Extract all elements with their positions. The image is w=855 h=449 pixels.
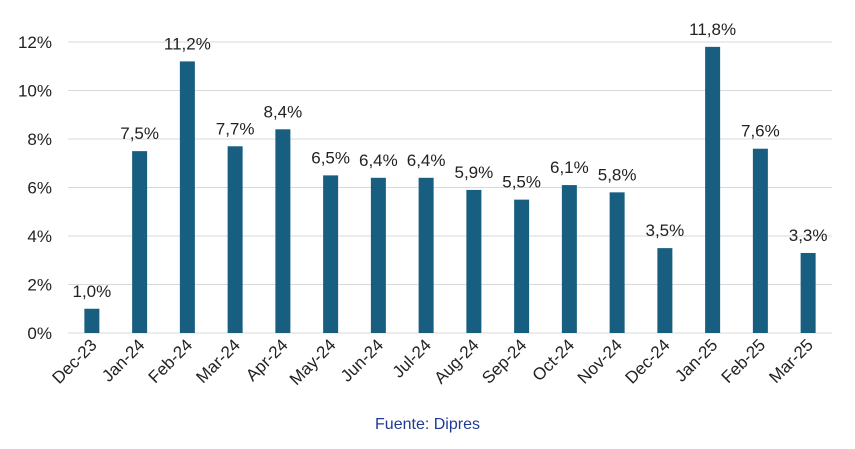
bars bbox=[84, 46, 816, 334]
y-axis-tick-labels: 0% 2% 4% 6% 8% 10% 12% bbox=[18, 33, 52, 343]
y-tick-label: 12% bbox=[18, 33, 52, 52]
x-tick-label: Oct-24 bbox=[529, 335, 579, 385]
data-label: 7,7% bbox=[216, 119, 255, 138]
source-note: Fuente: Dipres bbox=[375, 416, 480, 433]
bar bbox=[84, 308, 100, 333]
x-tick-label: Jan-25 bbox=[671, 335, 721, 385]
x-tick-label: Aug-24 bbox=[430, 335, 482, 387]
y-tick-label: 2% bbox=[27, 276, 52, 295]
x-tick-label: Mar-24 bbox=[192, 335, 244, 387]
data-label: 6,5% bbox=[311, 148, 350, 167]
bar bbox=[323, 175, 339, 333]
x-tick-label: May-24 bbox=[286, 335, 340, 389]
bar bbox=[418, 177, 434, 333]
bar bbox=[609, 192, 625, 333]
data-label: 6,4% bbox=[359, 151, 398, 170]
bar bbox=[370, 177, 386, 333]
data-label: 3,3% bbox=[789, 226, 828, 245]
bar bbox=[514, 199, 530, 333]
bar bbox=[657, 248, 673, 333]
data-label: 7,6% bbox=[741, 122, 780, 141]
x-tick-label: Jun-24 bbox=[337, 335, 387, 385]
y-tick-label: 8% bbox=[27, 130, 52, 149]
y-tick-label: 6% bbox=[27, 179, 52, 198]
x-tick-label: Dec-23 bbox=[49, 335, 101, 387]
x-tick-label: Feb-25 bbox=[718, 335, 770, 387]
x-tick-label: Nov-24 bbox=[574, 335, 626, 387]
x-tick-label: Mar-25 bbox=[765, 335, 817, 387]
data-label: 6,1% bbox=[550, 158, 589, 177]
data-label: 1,0% bbox=[73, 282, 112, 301]
data-label: 3,5% bbox=[646, 221, 685, 240]
y-tick-label: 10% bbox=[18, 82, 52, 101]
data-label: 5,9% bbox=[455, 163, 494, 182]
x-tick-label: Sep-24 bbox=[478, 335, 530, 387]
data-labels: 1,0% 7,5% 11,2% 7,7% 8,4% 6,5% 6,4% 6,4% 5,9% 5,5… bbox=[73, 20, 828, 301]
x-axis-tick-labels: Dec-23Jan-24Feb-24Mar-24Apr-24May-24Jun-… bbox=[49, 335, 817, 389]
bar bbox=[179, 61, 195, 334]
bar bbox=[800, 252, 816, 333]
bar-chart: 0% 2% 4% 6% 8% 10% 12% 1,0% 7,5% 11,2% 7,7% 8,4% 6,… bbox=[18, 20, 832, 389]
x-tick-label: Apr-24 bbox=[242, 335, 292, 385]
x-tick-label: Jan-24 bbox=[98, 335, 148, 385]
bar bbox=[227, 146, 243, 333]
gridlines bbox=[68, 41, 832, 334]
data-label: 5,5% bbox=[502, 173, 541, 192]
data-label: 6,4% bbox=[407, 151, 446, 170]
bar bbox=[275, 129, 291, 333]
data-label: 11,2% bbox=[164, 34, 211, 53]
y-tick-label: 4% bbox=[27, 227, 52, 246]
bar bbox=[705, 46, 721, 333]
bar bbox=[466, 189, 482, 333]
x-tick-label: Jul-24 bbox=[389, 335, 435, 381]
bar bbox=[132, 151, 148, 333]
y-tick-label: 0% bbox=[27, 324, 52, 343]
data-label: 5,8% bbox=[598, 165, 637, 184]
x-tick-label: Feb-24 bbox=[145, 335, 197, 387]
bar bbox=[752, 148, 768, 333]
data-label: 8,4% bbox=[264, 102, 303, 121]
bar bbox=[561, 185, 577, 333]
x-tick-label: Dec-24 bbox=[622, 335, 674, 387]
data-label: 11,8% bbox=[689, 20, 736, 39]
data-label: 7,5% bbox=[120, 124, 159, 143]
